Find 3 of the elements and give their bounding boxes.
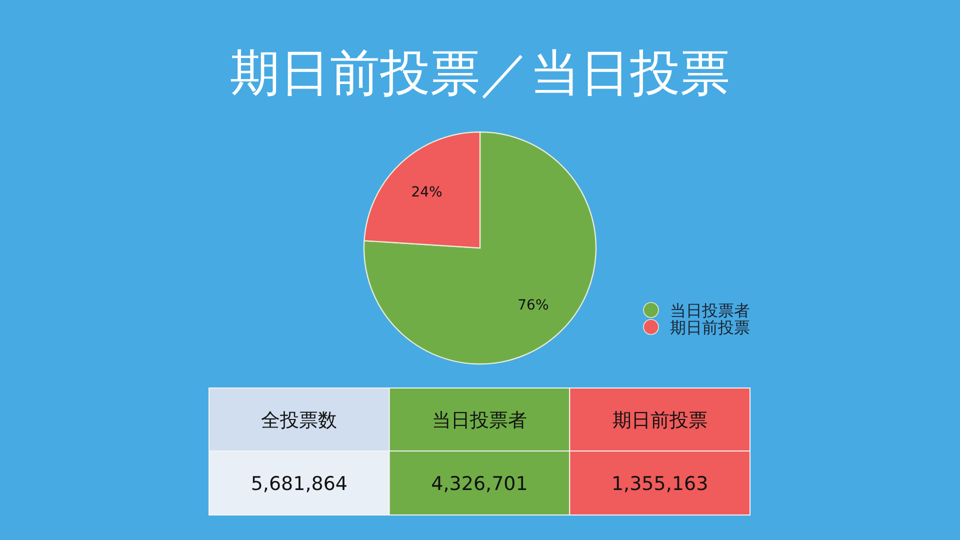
legend-label: 期日前投票: [670, 318, 750, 337]
legend-label: 当日投票者: [670, 301, 750, 320]
title: 期日前投票／当日投票: [230, 44, 730, 102]
